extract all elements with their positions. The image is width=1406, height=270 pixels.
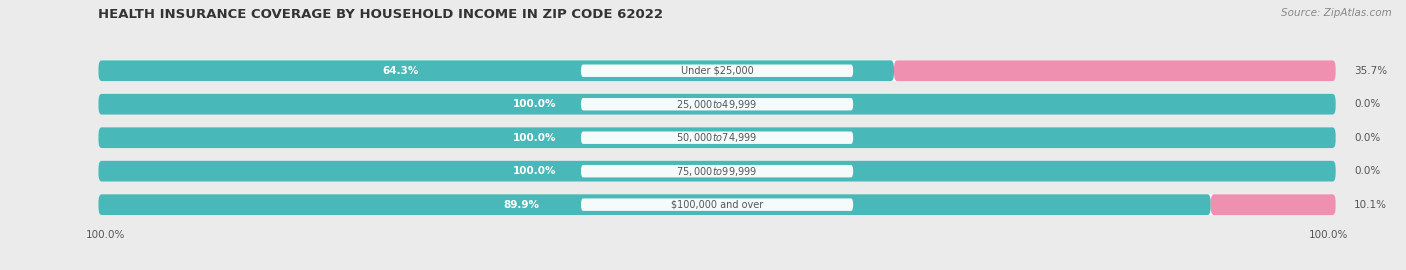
Text: 0.0%: 0.0% [1354,166,1381,176]
Text: $50,000 to $74,999: $50,000 to $74,999 [676,131,758,144]
FancyBboxPatch shape [1211,194,1336,215]
FancyBboxPatch shape [98,127,1336,148]
Text: $75,000 to $99,999: $75,000 to $99,999 [676,165,758,178]
FancyBboxPatch shape [581,198,853,211]
FancyBboxPatch shape [581,131,853,144]
FancyBboxPatch shape [98,194,1336,215]
Text: 100.0%: 100.0% [513,99,557,109]
Text: HEALTH INSURANCE COVERAGE BY HOUSEHOLD INCOME IN ZIP CODE 62022: HEALTH INSURANCE COVERAGE BY HOUSEHOLD I… [98,8,664,21]
FancyBboxPatch shape [98,194,1211,215]
FancyBboxPatch shape [581,98,853,110]
FancyBboxPatch shape [98,60,1336,81]
Text: 0.0%: 0.0% [1354,133,1381,143]
Text: 100.0%: 100.0% [513,133,557,143]
Text: Source: ZipAtlas.com: Source: ZipAtlas.com [1281,8,1392,18]
Text: 64.3%: 64.3% [382,66,419,76]
Text: 100.0%: 100.0% [1309,230,1348,240]
FancyBboxPatch shape [581,165,853,177]
Text: $25,000 to $49,999: $25,000 to $49,999 [676,98,758,111]
FancyBboxPatch shape [98,94,1336,114]
Text: $100,000 and over: $100,000 and over [671,200,763,210]
Text: 0.0%: 0.0% [1354,99,1381,109]
FancyBboxPatch shape [581,65,853,77]
Text: Under $25,000: Under $25,000 [681,66,754,76]
Text: 100.0%: 100.0% [86,230,125,240]
Text: 89.9%: 89.9% [503,200,538,210]
Text: 10.1%: 10.1% [1354,200,1388,210]
Text: 35.7%: 35.7% [1354,66,1388,76]
Text: 100.0%: 100.0% [513,166,557,176]
FancyBboxPatch shape [98,94,1336,114]
FancyBboxPatch shape [894,60,1336,81]
FancyBboxPatch shape [98,161,1336,181]
FancyBboxPatch shape [98,127,1336,148]
FancyBboxPatch shape [98,60,894,81]
FancyBboxPatch shape [98,161,1336,181]
